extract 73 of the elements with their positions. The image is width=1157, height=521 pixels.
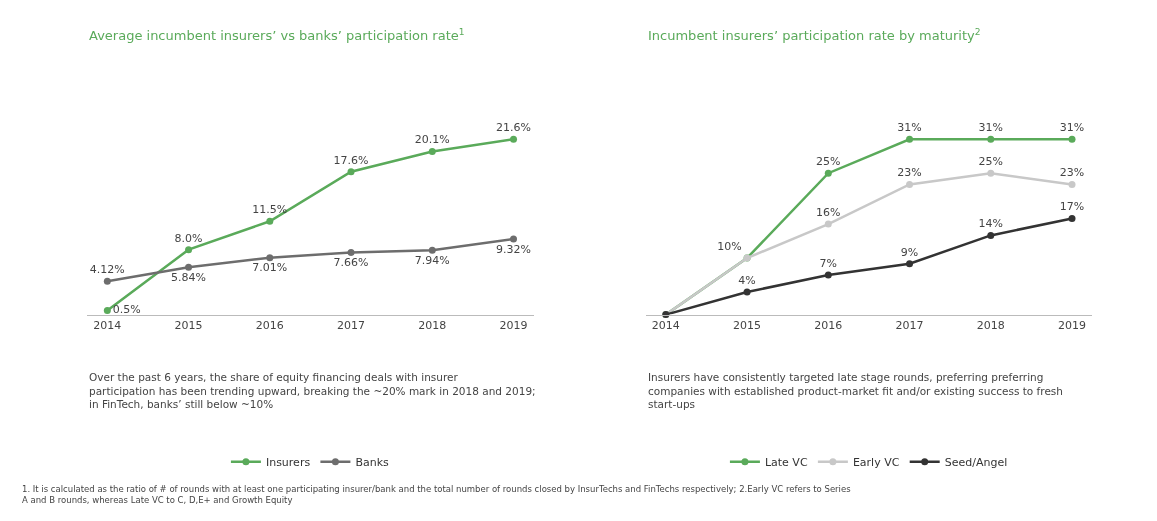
data-label: 0.5% <box>112 303 141 317</box>
data-label: 25% <box>816 155 841 169</box>
data-label: 14% <box>978 217 1003 231</box>
x-tick-label: 2015 <box>174 318 203 332</box>
data-label: 31% <box>897 121 922 135</box>
point <box>103 277 111 285</box>
data-label: 10% <box>717 239 742 253</box>
text: Insurers have consistently targeted late stage rounds, preferring preferring companies with established product-market fit and/or existing success to fresh start-ups <box>648 371 1063 411</box>
chart-title: Incumbent insurers’ participation rate by maturity$^{2}$ <box>648 27 981 44</box>
x-tick-label: 2019 <box>1058 318 1087 332</box>
legend-label: Banks <box>355 455 390 469</box>
data-label: 23% <box>1059 166 1085 180</box>
point <box>824 220 832 228</box>
data-label: 4% <box>738 273 756 287</box>
data-label: 4.12% <box>89 263 125 277</box>
data-label: 9% <box>900 245 919 259</box>
data-label: 11.5% <box>252 203 288 217</box>
data-label: 5.84% <box>171 270 207 284</box>
x-tick-label: 2017 <box>895 318 924 332</box>
point <box>428 246 436 254</box>
data-label: 23% <box>897 166 922 180</box>
point <box>824 271 832 279</box>
legend-label: Seed/Angel <box>944 455 1008 469</box>
data-label: 7.01% <box>252 261 288 275</box>
point <box>824 169 832 177</box>
x-tick-label: 2017 <box>337 318 366 332</box>
x-tick-label: 2014 <box>93 318 122 332</box>
data-label: 31% <box>1059 121 1085 135</box>
point <box>103 307 111 315</box>
point <box>987 135 995 143</box>
point <box>906 260 914 268</box>
point <box>185 263 193 271</box>
point <box>987 231 995 239</box>
data-label: 7.94% <box>414 253 450 267</box>
legend-label: Early VC <box>852 455 900 469</box>
point <box>185 246 193 254</box>
point <box>1068 214 1076 222</box>
point <box>347 168 355 176</box>
data-label: 9.32% <box>496 242 531 256</box>
x-tick-label: 2015 <box>733 318 762 332</box>
point <box>906 135 914 143</box>
x-tick-label: 2018 <box>976 318 1005 332</box>
x-tick-label: 2016 <box>814 318 843 332</box>
legend-label: Insurers <box>265 455 311 469</box>
point <box>987 169 995 177</box>
data-label: 16% <box>816 205 841 219</box>
x-tick-label: 2019 <box>499 318 528 332</box>
point <box>428 147 436 155</box>
data-label: 17.6% <box>333 153 369 167</box>
data-label: 7% <box>819 256 838 270</box>
data-label: 25% <box>978 155 1003 169</box>
point <box>266 254 274 262</box>
point <box>510 135 518 143</box>
point <box>906 181 914 188</box>
data-label: 7.66% <box>333 256 369 270</box>
text: Over the past 6 years, the share of equity financing deals with insurer participation has been trending upward, breaking the ~20% mark in 2018 and 2019; in FinTech, banks’ still below ~10% <box>89 371 536 411</box>
legend-label: Late VC <box>764 455 808 469</box>
x-tick-label: 2018 <box>418 318 447 332</box>
point <box>743 288 751 296</box>
point <box>1068 135 1076 143</box>
data-label: 8.0% <box>174 231 203 245</box>
data-label: 17% <box>1059 200 1085 214</box>
x-tick-label: 2016 <box>255 318 284 332</box>
point <box>510 235 518 243</box>
chart-title: Average incumbent insurers’ vs banks’ participation rate$^{1}$ <box>89 27 465 44</box>
data-label: 21.6% <box>496 121 531 135</box>
text: 1. It is calculated as the ratio of # of rounds with at least one participating insurer/bank and the total number of rounds closed by InsurTechs and FinTechs respectively; 2.Early VC refers to Series A and B rounds, whereas Late VC to C, D,E+ and Growth Equity <box>22 484 852 506</box>
point <box>347 248 355 256</box>
point <box>1068 181 1076 188</box>
data-label: 20.1% <box>414 133 450 147</box>
x-tick-label: 2014 <box>651 318 680 332</box>
point <box>266 217 274 225</box>
data-label: 31% <box>978 121 1003 135</box>
